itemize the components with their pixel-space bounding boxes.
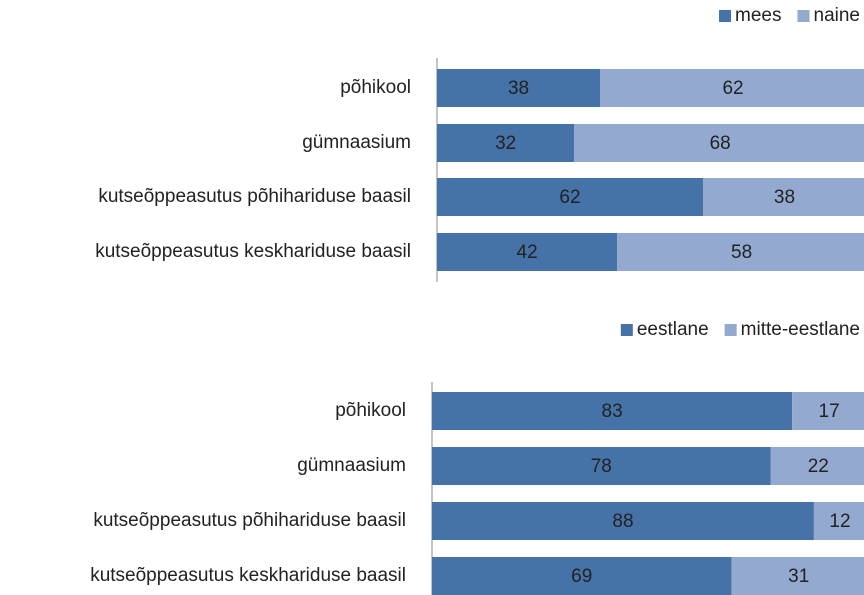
bar-segment [600,69,864,107]
bar-segment [432,502,814,540]
value-label: 62 [559,187,580,208]
value-label: 17 [819,401,840,422]
bar-segment [792,392,864,430]
value-label: 58 [731,242,752,263]
category-label: kutseõppeasutus põhihariduse baasil [93,510,406,531]
value-label: 22 [808,456,829,477]
bar-segment [770,447,864,485]
value-label: 38 [508,78,529,99]
bar-segment [437,69,601,107]
bar-segment [731,557,864,595]
bar-segment [432,392,793,430]
category-label: põhikool [335,400,406,421]
value-label: 42 [517,242,538,263]
bar-segment [813,502,864,540]
category-label: gümnaasium [302,132,411,153]
category-label: põhikool [340,77,411,98]
bar-segment [574,124,864,162]
bar-segment [702,178,864,216]
bar-segment [437,124,575,162]
category-label: kutseõppeasutus keskhariduse baasil [90,565,406,586]
value-label: 69 [571,566,592,587]
category-label: kutseõppeasutus põhihariduse baasil [98,186,411,207]
legend-swatch [724,324,737,336]
value-label: 68 [710,133,731,154]
bar-segment [432,447,771,485]
bar-segment [437,178,703,216]
bar-segment [432,557,732,595]
bar-segment [617,233,864,271]
legend-label: naine [814,5,861,26]
value-label: 62 [722,78,743,99]
legend-label: mees [735,5,781,26]
value-label: 83 [602,401,623,422]
value-label: 32 [495,133,516,154]
legend-label: mitte-eestlane [741,319,860,340]
category-label: kutseõppeasutus keskhariduse baasil [95,241,411,262]
value-label: 31 [788,566,809,587]
value-label: 78 [591,456,612,477]
bar-segment [437,233,618,271]
legend-swatch [620,324,633,336]
legend-swatch [797,10,810,22]
value-label: 38 [774,187,795,208]
value-label: 88 [612,511,633,532]
legend-swatch [719,10,732,22]
category-label: gümnaasium [297,455,406,476]
value-label: 12 [829,511,850,532]
legend-label: eestlane [637,319,709,340]
